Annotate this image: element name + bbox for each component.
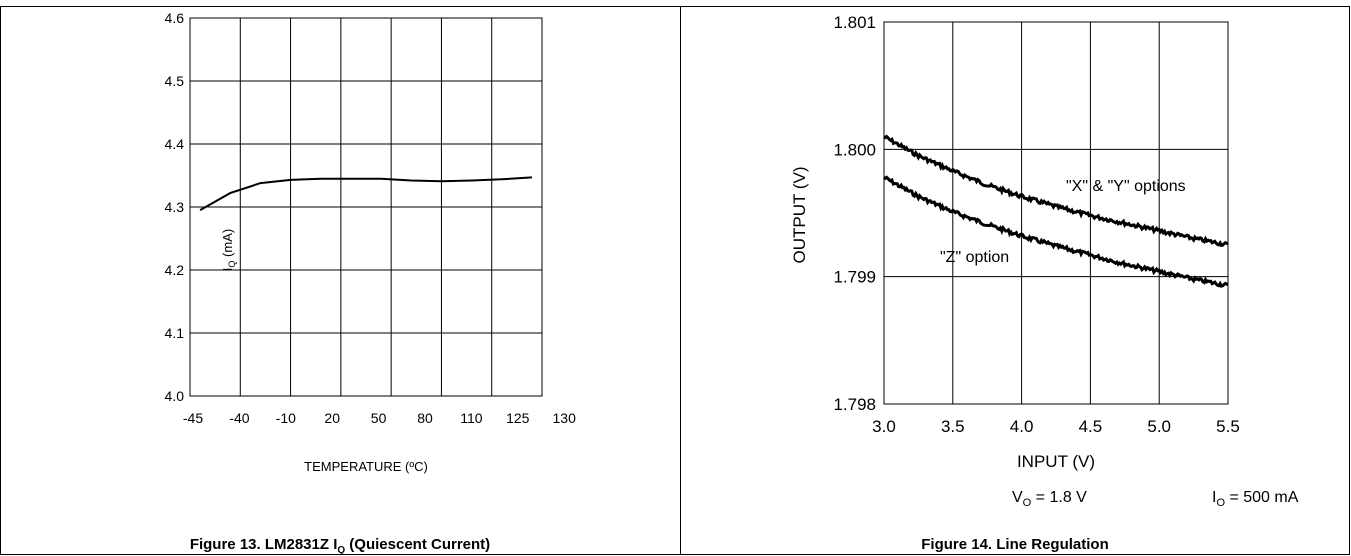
chart1-ytick-label: 4.4 <box>165 136 185 152</box>
chart2-ytick-label: 1.801 <box>833 13 876 32</box>
xy-options-line <box>883 134 1228 248</box>
chart1-ytick-label: 4.5 <box>165 73 185 89</box>
chart2-xlabel: INPUT (V) <box>1017 452 1095 471</box>
vo-condition: VO = 1.8 V <box>1012 489 1087 509</box>
chart1-xtick-label: 130 <box>553 410 577 426</box>
chart-quiescent-current: -45 -40 -10 20 50 80 110 125 130 4.0 4.1 4.2 4.3 4.4… <box>165 10 577 556</box>
chart2-plot-area <box>883 21 1229 405</box>
figure-frame <box>0 6 1350 555</box>
chart2-xtick-label: 3.0 <box>872 417 896 436</box>
chart2-xtick-label: 4.5 <box>1079 417 1103 436</box>
chart1-xtick-label: 50 <box>371 410 387 426</box>
chart1-xtick-label: 125 <box>506 410 530 426</box>
chart1-xlabel: TEMPERATURE (ºC) <box>304 459 428 474</box>
chart1-ytick-label: 4.3 <box>165 199 185 215</box>
io-condition: IO = 500 mA <box>1212 489 1299 509</box>
chart1-xtick-label: -40 <box>229 410 249 426</box>
figure-divider <box>680 6 681 555</box>
chart2-xtick-label: 3.5 <box>941 417 965 436</box>
chart2-ylabel: OUTPUT (V) <box>790 167 809 264</box>
chart2-ytick-label: 1.799 <box>833 268 876 287</box>
chart1-xtick-label: 80 <box>417 410 433 426</box>
chart1-xtick-label: 110 <box>460 410 483 426</box>
xy-options-label: "X" & "Y" options <box>1066 178 1186 195</box>
z-option-line <box>883 175 1229 288</box>
chart1-ytick-label: 4.2 <box>165 262 185 278</box>
chart1-xtick-label: 20 <box>324 410 340 426</box>
chart2-xtick-label: 5.5 <box>1216 417 1240 436</box>
chart1-ytick-label: 4.1 <box>165 325 185 341</box>
chart2-caption: Figure 14. Line Regulation <box>921 536 1109 553</box>
chart1-caption: Figure 13. LM2831Z IQ (Quiescent Current… <box>190 536 490 556</box>
chart2-ytick-label: 1.800 <box>833 140 876 159</box>
chart2-ytick-label: 1.798 <box>833 395 876 414</box>
chart1-xtick-label: -10 <box>276 410 296 426</box>
chart1-xtick-label: -45 <box>183 410 203 426</box>
chart2-xtick-label: 5.0 <box>1147 417 1171 436</box>
z-option-label: "Z" option <box>940 249 1009 266</box>
quiescent-current-line <box>199 176 532 211</box>
chart-line-regulation: 3.0 3.5 4.0 4.5 5.0 5.5 1.7981.7991.8001.801 … <box>790 13 1299 553</box>
chart2-xtick-label: 4.0 <box>1010 417 1034 436</box>
chart1-ytick-label: 4.6 <box>165 10 185 26</box>
chart1-ytick-label: 4.0 <box>165 388 185 404</box>
chart1-ylabel: IQ (mA) <box>220 229 237 271</box>
